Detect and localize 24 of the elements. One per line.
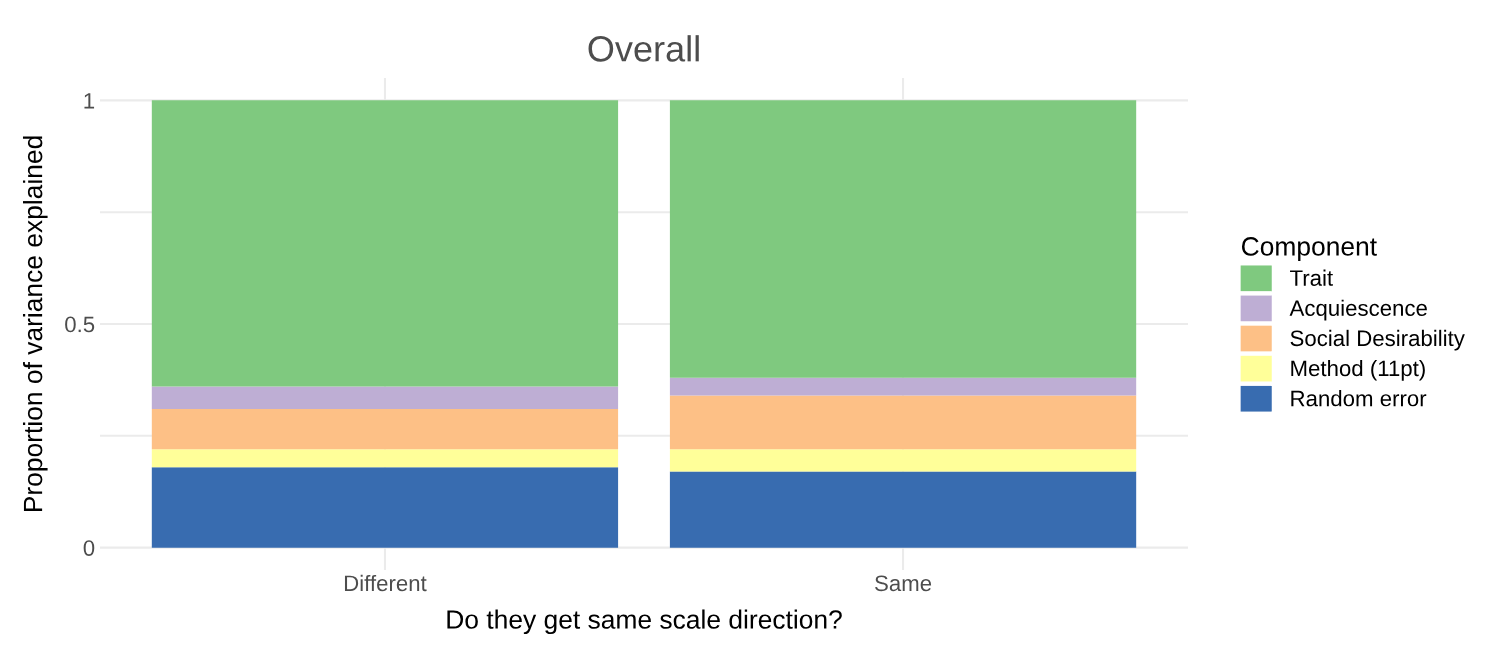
bar: [151, 467, 619, 548]
legend-label: Acquiescence: [1289, 299, 1427, 321]
bar: [669, 471, 1137, 548]
x-tick-label: Same: [875, 575, 932, 592]
x-axis-title: Do they get same scale direction?: [447, 609, 842, 635]
y-tick-label: 1: [84, 93, 95, 109]
bar: [151, 449, 619, 468]
chart-title: Overall: [588, 35, 699, 62]
bar: [669, 377, 1137, 396]
legend-title: Component: [1241, 237, 1377, 262]
y-tick-label: 0: [83, 540, 95, 556]
bar: [151, 100, 619, 387]
bar: [669, 449, 1137, 472]
legend-label: Social Desirability: [1290, 329, 1465, 351]
bar: [669, 100, 1137, 378]
y-tick-label: 0.5: [65, 316, 95, 333]
x-tick-label: Different: [344, 574, 427, 592]
bar: [669, 395, 1137, 450]
bar: [151, 408, 619, 450]
bar: [151, 386, 619, 409]
legend-label: Trait: [1290, 269, 1333, 286]
legend-label: Random error: [1291, 390, 1427, 407]
y-axis-title: Proportion of variance explained: [22, 136, 48, 512]
legend-label: Method (11pt): [1291, 359, 1425, 381]
